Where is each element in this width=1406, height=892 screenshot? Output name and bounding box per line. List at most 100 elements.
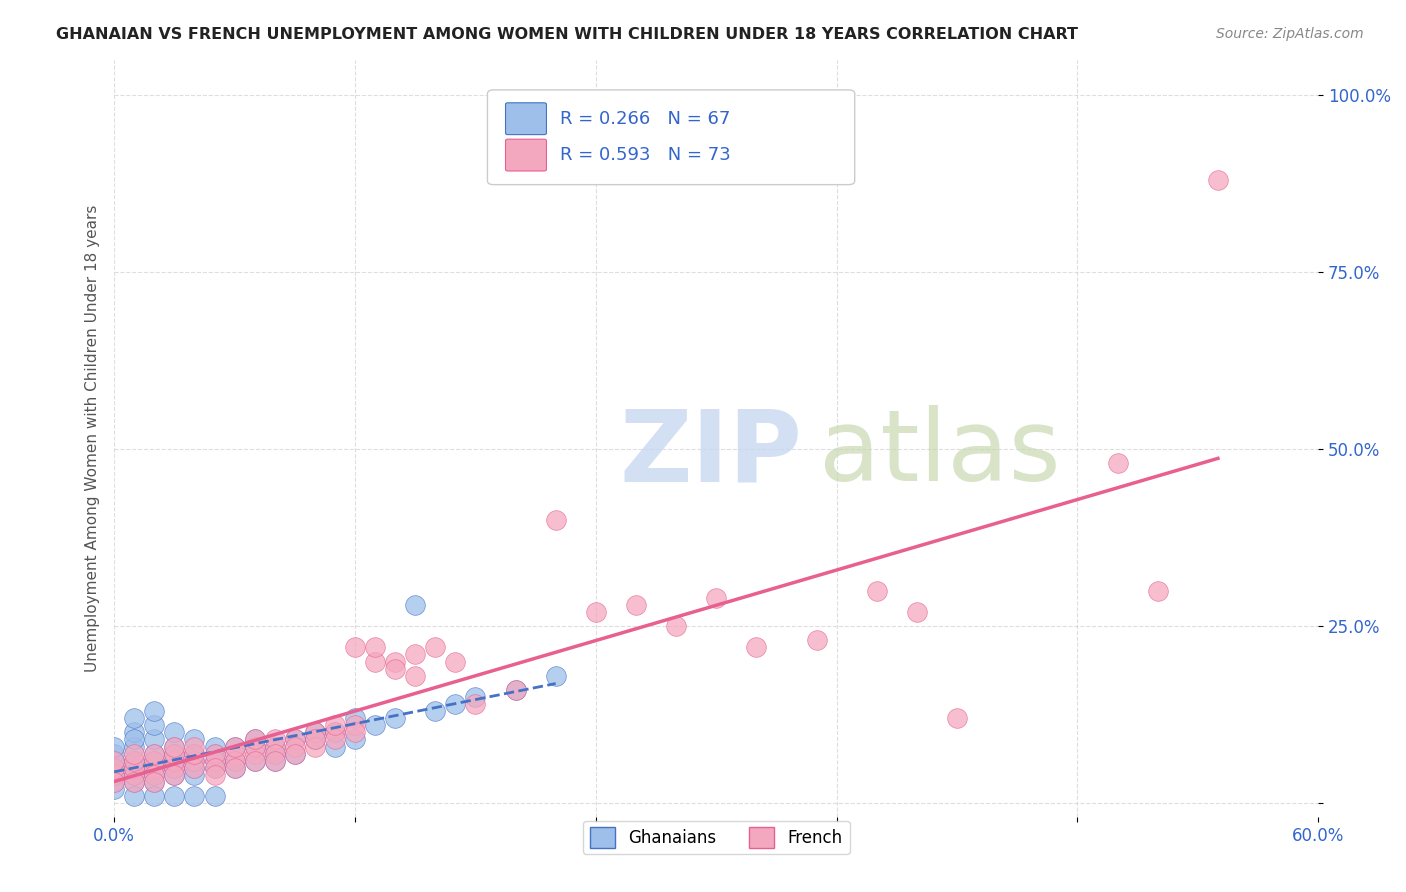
Point <box>1107 456 1129 470</box>
Point <box>183 754 205 768</box>
Point <box>425 640 447 655</box>
Point <box>665 619 688 633</box>
Point <box>204 754 226 768</box>
Point <box>505 682 527 697</box>
Text: Source: ZipAtlas.com: Source: ZipAtlas.com <box>1216 27 1364 41</box>
Point <box>364 655 387 669</box>
Point <box>304 739 326 754</box>
Y-axis label: Unemployment Among Women with Children Under 18 years: Unemployment Among Women with Children U… <box>86 205 100 673</box>
Point <box>183 747 205 761</box>
Point <box>404 598 426 612</box>
Point <box>384 711 406 725</box>
Point <box>866 583 889 598</box>
Point <box>143 761 166 775</box>
Point <box>704 591 727 605</box>
Point <box>204 754 226 768</box>
Point <box>143 747 166 761</box>
Point <box>103 754 125 768</box>
Point <box>364 718 387 732</box>
Point <box>183 747 205 761</box>
Point <box>343 718 366 732</box>
Point <box>183 789 205 804</box>
Text: R = 0.593   N = 73: R = 0.593 N = 73 <box>560 146 731 164</box>
Point <box>284 747 307 761</box>
Point <box>143 775 166 789</box>
Point <box>183 761 205 775</box>
Point <box>122 775 145 789</box>
Point <box>384 655 406 669</box>
Point <box>243 747 266 761</box>
Point <box>103 754 125 768</box>
Point <box>122 739 145 754</box>
Point <box>183 754 205 768</box>
Point <box>163 789 186 804</box>
Point <box>103 775 125 789</box>
Point <box>204 747 226 761</box>
Point <box>243 754 266 768</box>
Legend: Ghanaians, French: Ghanaians, French <box>583 821 849 855</box>
Point <box>263 739 285 754</box>
Point <box>163 739 186 754</box>
Point <box>143 761 166 775</box>
Text: GHANAIAN VS FRENCH UNEMPLOYMENT AMONG WOMEN WITH CHILDREN UNDER 18 YEARS CORRELA: GHANAIAN VS FRENCH UNEMPLOYMENT AMONG WO… <box>56 27 1078 42</box>
Point <box>284 747 307 761</box>
Point <box>343 732 366 747</box>
Point <box>263 739 285 754</box>
Point <box>183 732 205 747</box>
Point <box>122 761 145 775</box>
Point <box>323 718 346 732</box>
Point <box>143 768 166 782</box>
Point <box>103 768 125 782</box>
Point <box>122 789 145 804</box>
Point <box>243 732 266 747</box>
Point <box>263 732 285 747</box>
Point <box>163 761 186 775</box>
Point <box>263 754 285 768</box>
Point <box>323 725 346 739</box>
Point <box>624 598 647 612</box>
Point <box>163 768 186 782</box>
Point <box>304 725 326 739</box>
Point <box>122 768 145 782</box>
Point <box>183 761 205 775</box>
Point <box>163 754 186 768</box>
Point <box>243 754 266 768</box>
Point <box>323 732 346 747</box>
Point <box>122 725 145 739</box>
Point <box>122 775 145 789</box>
Point <box>343 640 366 655</box>
Point <box>204 761 226 775</box>
Point <box>122 761 145 775</box>
Point <box>505 682 527 697</box>
Text: ZIP: ZIP <box>620 405 803 502</box>
Point <box>585 605 607 619</box>
Point <box>122 732 145 747</box>
Point <box>143 732 166 747</box>
Point <box>103 782 125 797</box>
Point <box>143 754 166 768</box>
Point <box>143 754 166 768</box>
Point <box>204 768 226 782</box>
Point <box>103 747 125 761</box>
Point <box>304 732 326 747</box>
Point <box>224 739 246 754</box>
Point <box>263 747 285 761</box>
Point <box>143 747 166 761</box>
Point <box>224 754 246 768</box>
Point <box>143 789 166 804</box>
Point <box>304 725 326 739</box>
Point <box>103 739 125 754</box>
Point <box>243 739 266 754</box>
Point <box>204 747 226 761</box>
FancyBboxPatch shape <box>506 139 547 171</box>
Point <box>263 754 285 768</box>
Point <box>103 761 125 775</box>
Point <box>103 761 125 775</box>
Point <box>243 739 266 754</box>
Point <box>163 739 186 754</box>
Point <box>143 704 166 718</box>
Point <box>425 704 447 718</box>
Point <box>444 697 467 711</box>
Point <box>745 640 768 655</box>
Text: atlas: atlas <box>818 405 1060 502</box>
